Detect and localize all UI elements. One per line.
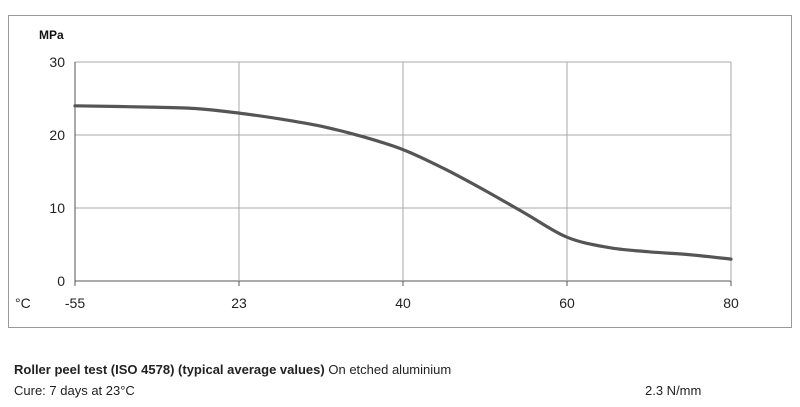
y-tick-labels: 0 10 20 30 bbox=[49, 54, 65, 289]
x-tick-label-2: 40 bbox=[395, 295, 411, 311]
y-tick-label-20: 20 bbox=[49, 127, 65, 143]
cure-row: Cure: 7 days at 23°C 2.3 N/mm bbox=[14, 383, 701, 398]
x-tick-labels: -55 23 40 60 80 bbox=[65, 295, 739, 311]
y-axis-unit-label: MPa bbox=[39, 28, 64, 42]
x-tick-label-1: 23 bbox=[231, 295, 247, 311]
test-substrate: On etched aluminium bbox=[328, 362, 452, 377]
test-name: Roller peel test (ISO 4578) bbox=[14, 362, 175, 377]
x-tick-label-4: 80 bbox=[723, 295, 739, 311]
test-qualifier: (typical average values) bbox=[178, 362, 325, 377]
series-line-0 bbox=[73, 104, 733, 261]
chart-frame: MPa °C 0 10 20 30 -55 23 40 60 80 bbox=[8, 15, 792, 328]
cure-conditions: Cure: 7 days at 23°C bbox=[14, 383, 135, 398]
series-layer bbox=[73, 104, 733, 261]
peel-strength-value: 2.3 N/mm bbox=[645, 383, 702, 398]
y-tick-label-30: 30 bbox=[49, 54, 65, 70]
test-description: Roller peel test (ISO 4578) (typical ave… bbox=[14, 362, 451, 377]
x-tick-label-0: -55 bbox=[65, 295, 85, 311]
y-tick-label-0: 0 bbox=[57, 273, 65, 289]
grid-layer bbox=[74, 61, 732, 286]
x-axis-unit-label: °C bbox=[15, 295, 31, 311]
y-tick-label-10: 10 bbox=[49, 200, 65, 216]
strength-vs-temperature-chart: MPa °C 0 10 20 30 -55 23 40 60 80 bbox=[15, 28, 739, 311]
x-tick-label-3: 60 bbox=[559, 295, 575, 311]
